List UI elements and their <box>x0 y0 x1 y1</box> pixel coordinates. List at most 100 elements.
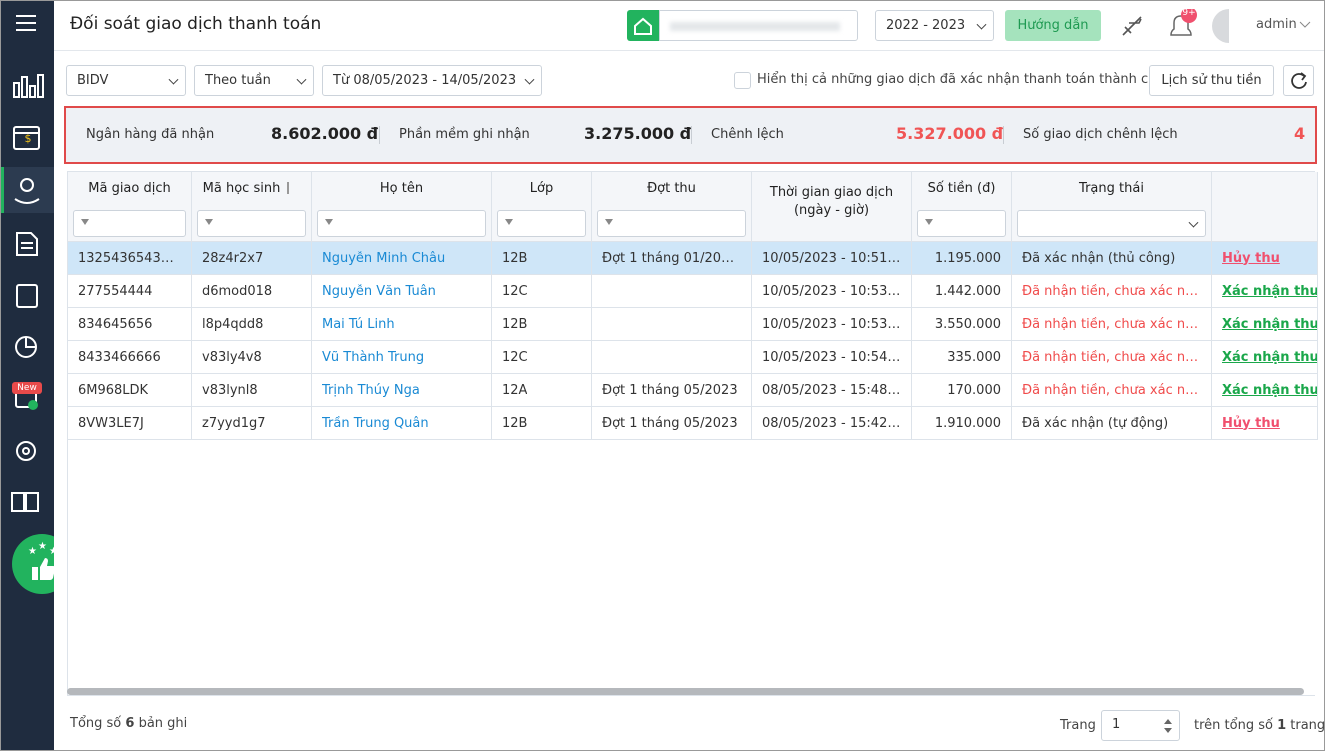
guide-button[interactable]: Hướng dẫn <box>1005 10 1101 41</box>
bank-select[interactable]: BIDV <box>66 65 186 96</box>
table-cell[interactable]: Nguyễn Văn Tuân <box>312 275 492 308</box>
table-cell: l8p4qdd8 <box>192 308 312 341</box>
summary-value: 3.275.000 đ <box>584 124 692 143</box>
transaction-table: Mã giao dịch Mã học sinh Họ tên Lớp Đợt thu T… <box>67 171 1318 696</box>
history-button[interactable]: Lịch sử thu tiền <box>1149 65 1274 96</box>
column-filter-input[interactable] <box>497 210 586 237</box>
cell-text: 10/05/2023 - 10:53:58 <box>762 316 901 332</box>
filter-icon <box>81 219 89 225</box>
table-cell: Xác nhận thu <box>1212 341 1318 374</box>
page-label: Trang <box>1060 718 1096 733</box>
cell-text: Trần Trung Quân <box>322 415 429 431</box>
page-input[interactable]: 1 <box>1101 710 1180 741</box>
status-filter-select[interactable] <box>1017 210 1206 237</box>
column-header: Mã học sinh <box>192 172 312 242</box>
column-header: Số tiền (đ) <box>912 172 1012 242</box>
cell-text: 132543654363... <box>78 250 181 266</box>
row-action-link[interactable]: Xác nhận thu <box>1222 316 1318 332</box>
column-header: Mã giao dịch <box>68 172 192 242</box>
horizontal-scrollbar[interactable] <box>67 688 1304 695</box>
cell-text: 08/05/2023 - 15:48:24 <box>762 382 901 398</box>
column-filter-input[interactable] <box>73 210 186 237</box>
cell-text: 12B <box>502 316 528 332</box>
table-cell: 08/05/2023 - 15:48:24 <box>752 374 912 407</box>
show-confirmed-label: Hiển thị cả những giao dịch đã xác nhận … <box>757 72 1173 87</box>
page-title: Đối soát giao dịch thanh toán <box>70 14 322 34</box>
table-cell <box>592 275 752 308</box>
table-cell: 1.910.000 <box>912 407 1012 440</box>
summary-value: 4 <box>1294 124 1306 143</box>
table-cell[interactable]: Vũ Thành Trung <box>312 341 492 374</box>
table-cell: Đã xác nhận (thủ công) <box>1012 242 1212 275</box>
page-count: 1 <box>1277 718 1287 733</box>
table-cell: 12B <box>492 242 592 275</box>
date-range-text: Từ 08/05/2023 - 14/05/2023 <box>333 73 517 88</box>
svg-text:★: ★ <box>28 546 37 557</box>
row-action-link[interactable]: Hủy thu <box>1222 415 1280 431</box>
header-text: Đợt thu <box>647 181 696 196</box>
column-header: Họ tên <box>312 172 492 242</box>
summary-divider <box>691 126 692 144</box>
cell-text: Đã nhận tiền, chưa xác nhận <box>1022 349 1201 365</box>
table-cell: Xác nhận thu <box>1212 374 1318 407</box>
period-select[interactable]: Theo tuần <box>194 65 314 96</box>
table-cell: 12A <box>492 374 592 407</box>
table-cell: 10/05/2023 - 10:54:38 <box>752 341 912 374</box>
user-name[interactable]: admin <box>1256 17 1297 32</box>
table-cell: z7yyd1g7 <box>192 407 312 440</box>
row-action-link[interactable]: Hủy thu <box>1222 250 1280 266</box>
date-range-select[interactable]: Từ 08/05/2023 - 14/05/2023 <box>322 65 542 96</box>
page-value: 1 <box>1112 717 1121 732</box>
cell-text: Vũ Thành Trung <box>322 349 425 365</box>
table-cell: 08/05/2023 - 15:42:12 <box>752 407 912 440</box>
svg-text:★: ★ <box>49 546 54 557</box>
summary-panel: Ngân hàng đã nhận 8.602.000 đ Phần mềm ghi… <box>64 106 1317 164</box>
row-action-link[interactable]: Xác nhận thu <box>1222 349 1318 365</box>
table-cell: Đã nhận tiền, chưa xác nhận <box>1012 341 1212 374</box>
cell-text: Đợt 1 tháng 01/2023,... <box>602 250 741 266</box>
summary-label: Chênh lệch <box>711 127 784 142</box>
table-cell: 12B <box>492 407 592 440</box>
filter-icon <box>605 219 613 225</box>
table-cell: 1.195.000 <box>912 242 1012 275</box>
cell-text: v83lynl8 <box>202 382 258 398</box>
table-cell[interactable]: Mai Tú Linh <box>312 308 492 341</box>
of-label: trên tổng số <box>1194 718 1273 733</box>
summary-divider <box>1003 126 1004 144</box>
table-cell: 12C <box>492 341 592 374</box>
table-cell: 6M968LDK <box>68 374 192 407</box>
new-badge: New <box>17 383 37 393</box>
table-cell: Đợt 1 tháng 01/2023,... <box>592 242 752 275</box>
home-button[interactable] <box>627 10 659 41</box>
cell-text: l8p4qdd8 <box>202 316 264 332</box>
table-cell[interactable]: Trần Trung Quân <box>312 407 492 440</box>
cell-text: 3.550.000 <box>934 316 1001 332</box>
show-confirmed-checkbox[interactable] <box>734 72 751 89</box>
row-action-link[interactable]: Xác nhận thu <box>1222 283 1318 299</box>
cell-text: 834645656 <box>78 316 153 332</box>
sort-indicator <box>287 182 289 194</box>
column-filter-input[interactable] <box>597 210 746 237</box>
column-filter-input[interactable] <box>197 210 306 237</box>
header-text: Họ tên <box>379 181 424 196</box>
table-cell: Xác nhận thu <box>1212 308 1318 341</box>
table-cell[interactable]: Trịnh Thúy Nga <box>312 374 492 407</box>
school-select[interactable] <box>659 10 858 41</box>
column-filter-input[interactable] <box>917 210 1006 237</box>
table-cell: Đã xác nhận (tự động) <box>1012 407 1212 440</box>
refresh-button[interactable] <box>1283 65 1314 96</box>
row-action-link[interactable]: Xác nhận thu <box>1222 382 1318 398</box>
cell-text: 12B <box>502 415 528 431</box>
cell-text: 8433466666 <box>78 349 161 365</box>
cell-text: Nguyễn Minh Châu <box>322 250 446 266</box>
table-cell: Hủy thu <box>1212 407 1318 440</box>
table-cell: 10/05/2023 - 10:53:04 <box>752 275 912 308</box>
column-filter-input[interactable] <box>317 210 486 237</box>
cell-text: 277554444 <box>78 283 153 299</box>
table-cell: 12C <box>492 275 592 308</box>
svg-text:$: $ <box>25 132 32 145</box>
column-header: Lớp <box>492 172 592 242</box>
svg-text:★: ★ <box>38 541 47 552</box>
table-cell[interactable]: Nguyễn Minh Châu <box>312 242 492 275</box>
year-select[interactable]: 2022 - 2023 <box>875 10 994 41</box>
